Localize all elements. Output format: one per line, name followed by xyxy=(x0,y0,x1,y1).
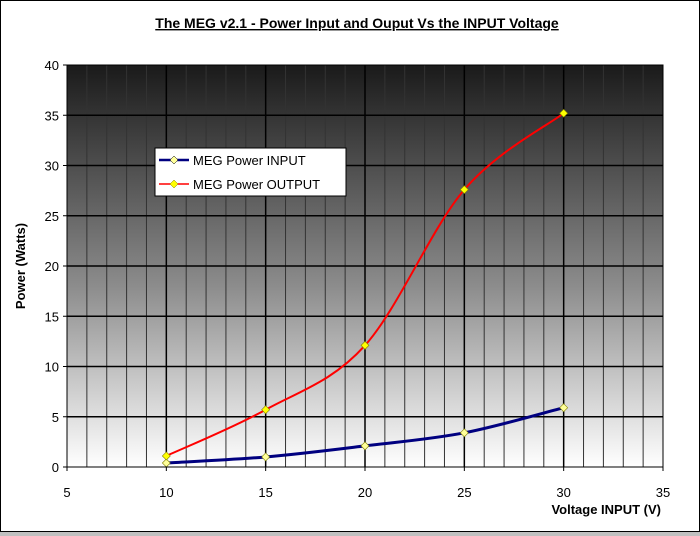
x-axis-label: Voltage INPUT (V) xyxy=(551,502,661,517)
data-point-marker xyxy=(360,441,370,451)
series-layer xyxy=(161,108,569,468)
legend: MEG Power INPUT MEG Power OUTPUT xyxy=(154,147,347,197)
y-tick-label: 25 xyxy=(45,209,59,224)
data-point-marker xyxy=(559,403,569,413)
x-tick-label: 25 xyxy=(457,485,471,500)
data-point-marker xyxy=(261,452,271,462)
y-tick-label: 5 xyxy=(52,410,59,425)
legend-label-input: MEG Power INPUT xyxy=(193,153,306,168)
y-tick-label: 30 xyxy=(45,159,59,174)
y-tick-label: 20 xyxy=(45,259,59,274)
y-tick-label: 10 xyxy=(45,360,59,375)
legend-marker-output xyxy=(169,179,179,189)
data-point-marker xyxy=(459,185,469,195)
data-point-marker xyxy=(261,405,271,415)
data-point-marker xyxy=(360,340,370,350)
x-tick-label: 10 xyxy=(159,485,173,500)
x-tick-label: 20 xyxy=(358,485,372,500)
x-tick-label: 15 xyxy=(258,485,272,500)
y-tick-label: 0 xyxy=(52,460,59,475)
plot-border xyxy=(66,64,664,468)
series-line-output xyxy=(165,112,565,457)
legend-marker-input xyxy=(169,155,179,165)
chart-title: The MEG v2.1 - Power Input and Ouput Vs … xyxy=(155,15,559,31)
y-tick-label: 15 xyxy=(45,309,59,324)
legend-label-output: MEG Power OUTPUT xyxy=(193,177,320,192)
y-tick-label: 40 xyxy=(45,58,59,73)
data-point-marker xyxy=(459,428,469,438)
x-tick-label: 5 xyxy=(63,485,70,500)
legend-box xyxy=(154,147,347,197)
data-point-marker xyxy=(559,108,569,118)
y-tick-label: 35 xyxy=(45,108,59,123)
x-tick-label: 35 xyxy=(656,485,670,500)
data-point-marker xyxy=(161,451,171,461)
y-axis-label: Power (Watts) xyxy=(13,223,28,309)
x-tick-label: 30 xyxy=(556,485,570,500)
